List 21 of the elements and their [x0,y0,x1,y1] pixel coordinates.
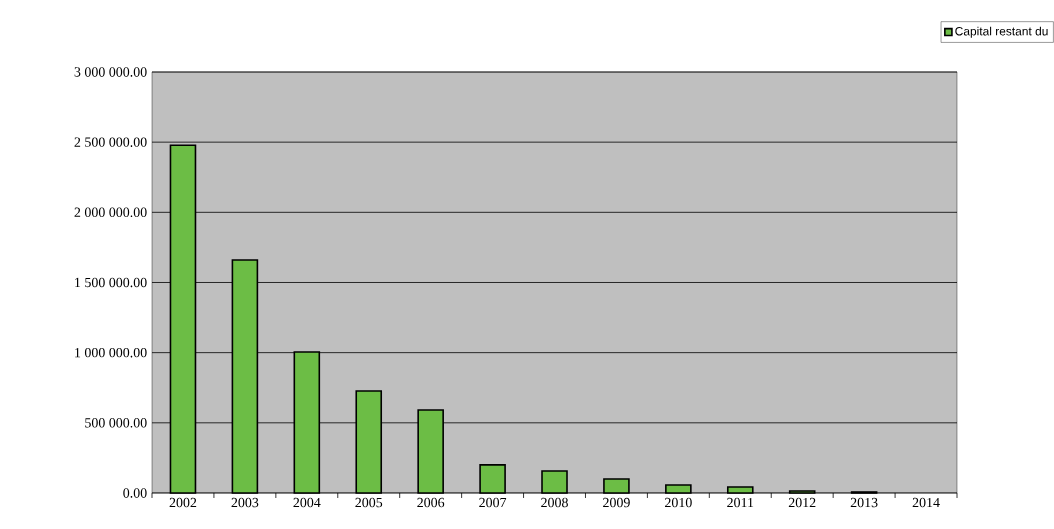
x-tick-label: 2008 [541,497,568,508]
x-tick-label: 2002 [169,497,197,508]
x-tick-label: 2005 [355,497,383,508]
y-tick-label: 2 500 000.00 [74,137,147,147]
x-tick-label: 2007 [479,497,507,508]
x-tick-label: 2004 [293,497,321,508]
y-tick-label: 0.00 [123,488,147,498]
y-tick-label: 1 500 000.00 [75,277,147,288]
legend-label: Capital restant du [955,26,1048,38]
x-tick-label: 2013 [850,497,878,508]
x-tick-label: 2009 [603,497,630,508]
x-tick-label: 2010 [665,497,692,508]
x-tick-label: 2006 [417,497,445,508]
x-tick-label: 2014 [912,497,940,508]
y-tick-label: 500 000.00 [85,418,147,428]
x-tick-label: 2012 [788,497,816,508]
y-tick-label: 2 000 000.00 [74,207,147,218]
x-tick-label: 2011 [727,497,754,508]
y-tick-label: 3 000 000.00 [74,67,147,77]
y-tick-label: 1 000 000.00 [75,347,147,358]
x-tick-label: 2003 [231,497,259,508]
